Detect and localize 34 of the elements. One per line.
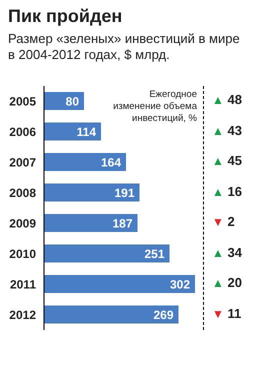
text: ▲ 48 <box>212 92 242 108</box>
text: ▼ 11 <box>212 306 242 321</box>
y-tick-label: 2006 <box>9 125 36 140</box>
y-tick-label: 2005 <box>9 94 36 109</box>
y-tick-label: 2009 <box>9 216 36 231</box>
data-label: 80 <box>66 94 80 108</box>
text: ▲ 20 <box>212 275 242 290</box>
y-tick-label: 2010 <box>9 247 36 262</box>
data-label: 187 <box>112 216 133 230</box>
chart-subtitle: Размер «зеленых» инвестиций в мире в 2004-2012 годах, $ млрд. <box>8 31 240 63</box>
data-label: 269 <box>153 308 174 322</box>
text: ▲ 16 <box>212 184 242 199</box>
bar <box>44 306 178 324</box>
annotation: Ежегодное изменение объема инвестиций, % <box>112 89 197 125</box>
text: ▲ 34 <box>212 244 242 260</box>
y-tick-label: 2012 <box>9 308 36 322</box>
bar <box>44 184 140 202</box>
text: ▼ 2 <box>212 214 235 230</box>
y-tick-label: 2007 <box>9 156 36 170</box>
bar <box>44 122 101 140</box>
y-tick-label: 2008 <box>9 186 36 200</box>
bar <box>44 244 170 262</box>
text: ▲ 45 <box>212 153 242 168</box>
data-label: 302 <box>170 277 190 292</box>
bar <box>44 214 138 232</box>
data-label: 114 <box>76 124 96 139</box>
data-label: 251 <box>144 246 165 261</box>
text: ▲ 43 <box>212 122 242 138</box>
bar <box>44 275 195 293</box>
bar <box>44 153 126 171</box>
data-label: 164 <box>100 155 122 170</box>
chart-title: Пик пройден <box>8 6 122 27</box>
data-label: 191 <box>114 186 135 200</box>
y-tick-label: 2011 <box>10 278 36 292</box>
